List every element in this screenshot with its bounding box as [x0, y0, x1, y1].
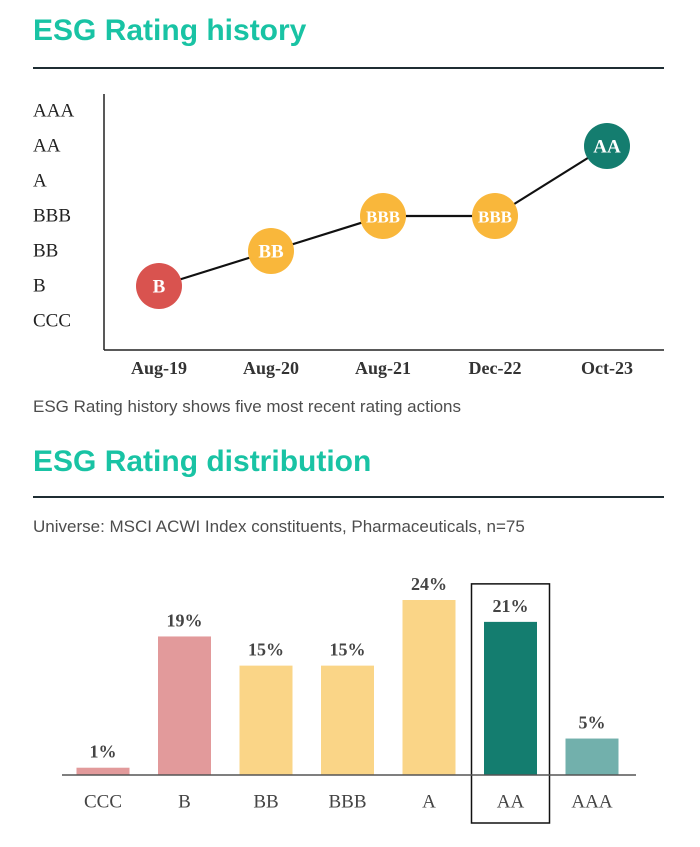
history-caption: ESG Rating history shows five most recen…: [33, 397, 462, 416]
history-title: ESG Rating history: [33, 14, 307, 47]
distribution-title: ESG Rating distribution: [33, 445, 372, 478]
bar-value-label: 15%: [248, 640, 284, 660]
x-tick-label: Dec-22: [469, 358, 522, 378]
bar: [402, 600, 456, 775]
x-tick-label: Aug-20: [243, 358, 299, 378]
x-tick-label: BB: [253, 792, 278, 813]
universe-caption: Universe: MSCI ACWI Index constituents, …: [33, 517, 525, 536]
x-tick-label: B: [178, 792, 191, 813]
bar-value-label: 5%: [579, 713, 606, 733]
history-title-rule: [33, 67, 664, 69]
rating-marker: [472, 193, 518, 239]
y-tick-label: BB: [33, 241, 58, 262]
bar-value-label: 19%: [167, 610, 203, 630]
bar: [565, 738, 619, 775]
bar: [321, 665, 374, 775]
x-tick-label: AAA: [571, 792, 612, 813]
y-tick-label: AA: [33, 136, 61, 157]
x-tick-label: CCC: [84, 792, 122, 813]
y-tick-label: BBB: [33, 206, 71, 227]
bar: [158, 636, 211, 775]
y-tick-label: B: [33, 276, 46, 297]
rating-marker: [360, 193, 406, 239]
highlight-box: [470, 583, 551, 824]
rating-marker-label: BBB: [366, 208, 400, 227]
rating-marker: [584, 123, 630, 169]
y-tick-label: CCC: [33, 311, 71, 332]
y-tick-label: A: [33, 171, 47, 192]
x-tick-label: A: [422, 792, 436, 813]
bar-value-label: 24%: [411, 574, 447, 594]
bar: [484, 621, 537, 775]
x-tick-label: BBB: [328, 792, 366, 813]
y-tick-label: AAA: [33, 101, 74, 122]
x-tick-label: Oct-23: [581, 358, 633, 378]
x-tick-label: AA: [497, 792, 525, 813]
bar: [239, 665, 293, 775]
rating-marker-label: BBB: [478, 208, 512, 227]
x-tick-label: Aug-19: [131, 358, 187, 378]
rating-marker-label: B: [153, 277, 166, 298]
bar-value-label: 15%: [330, 640, 366, 660]
rating-marker: [136, 263, 182, 309]
rating-distribution-chart: 1% CCC 19% B 15% BB 15% BBB 24% A 21% AA 5% AAA: [62, 574, 636, 824]
rating-marker-label: BB: [258, 242, 284, 263]
bar-value-label: 21%: [493, 596, 529, 616]
distribution-title-rule: [33, 496, 664, 498]
rating-marker-label: AA: [593, 137, 621, 158]
x-tick-label: Aug-21: [355, 358, 411, 378]
rating-marker: [248, 228, 294, 274]
bar: [76, 767, 130, 775]
bar-value-label: 1%: [90, 742, 117, 762]
